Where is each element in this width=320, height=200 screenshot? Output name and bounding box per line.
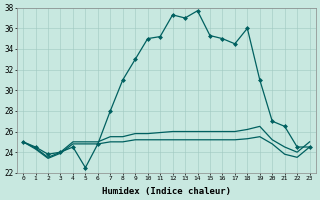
X-axis label: Humidex (Indice chaleur): Humidex (Indice chaleur) [102,187,231,196]
